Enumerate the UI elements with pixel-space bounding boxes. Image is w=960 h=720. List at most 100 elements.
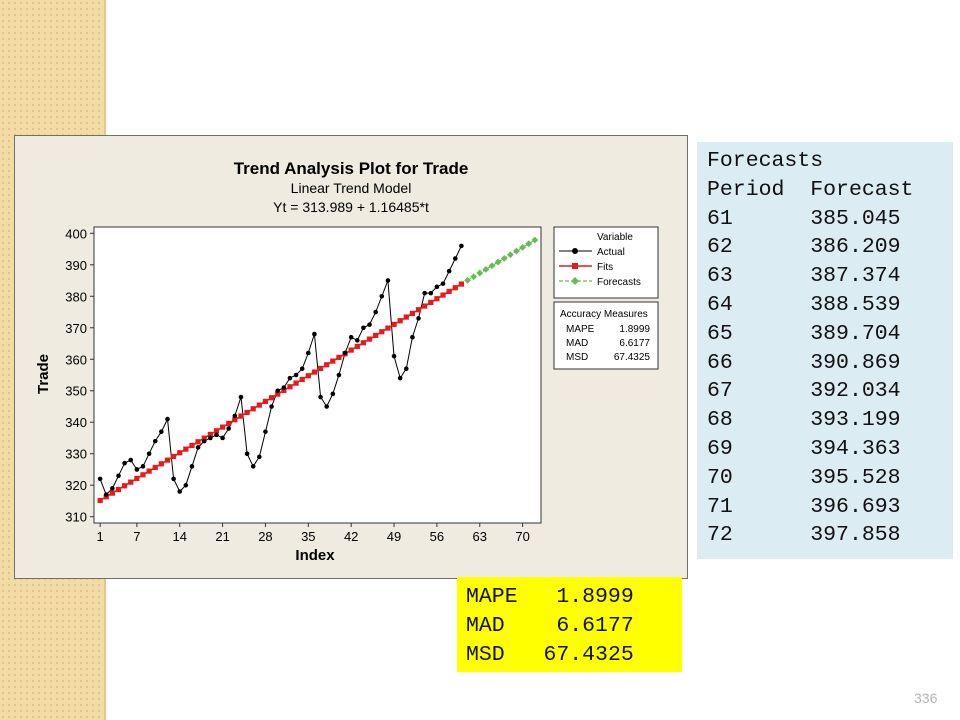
forecast-row: 67 392.034 [707,377,953,406]
fits-point [109,490,115,496]
x-tick-label: 63 [473,529,487,544]
accuracy-value: 6.6177 [556,614,634,638]
accuracy-legend-label: MSD [566,352,588,363]
forecast-value: 389.704 [810,321,901,346]
forecast-point [519,243,527,251]
forecast-row: 68 393.199 [707,406,953,435]
forecast-rows: 61 385.045 62 386.209 63 387.374 64 388.539… [707,205,953,551]
fits-point [391,321,397,328]
fits-point [317,365,324,372]
accuracy-value: 1.8999 [556,585,634,609]
x-tick-label: 1 [97,529,104,544]
actual-point [250,464,256,469]
fits-point [434,296,440,302]
forecast-row: 70 395.528 [707,464,953,493]
actual-point [140,464,146,469]
trend-chart: Trend Analysis Plot for Trade Linear Tre… [35,159,659,564]
accuracy-label: MAPE [466,585,518,609]
accuracy-legend-title: Accuracy Measures [560,309,648,320]
accuracy-summary-box: MAPE 1.8999 MAD 6.6177 MSD 67.4325 [457,577,682,672]
actual-point [385,278,391,283]
fits-point [354,343,360,350]
actual-point [238,394,244,400]
y-tick-label: 320 [65,478,87,493]
forecast-period: 72 [707,523,733,548]
actual-point [434,284,440,290]
fits-point [244,409,250,416]
actual-point [299,366,305,372]
fits-point [115,486,122,493]
forecasts-table: Forecasts Period Forecast 61 385.045 62 3… [697,142,953,559]
actual-point [152,438,158,444]
actual-point [287,375,293,381]
fits-point [219,424,226,430]
forecast-period: 67 [707,379,733,404]
forecast-point [531,236,539,244]
forecast-row: 71 396.693 [707,493,953,522]
forecast-value: 394.363 [810,436,901,461]
fits-point [385,325,391,331]
y-tick-label: 330 [65,447,87,462]
actual-point [263,429,268,434]
chart-subtitle: Linear Trend Model [291,180,412,196]
fits-point [213,428,220,434]
fits-point [409,310,416,317]
forecast-point [464,276,471,284]
actual-point [177,489,183,494]
y-tick-label: 340 [65,415,87,430]
fits-point [360,340,367,346]
x-tick-label: 7 [133,529,140,544]
actual-point [342,350,348,356]
y-tick-label: 350 [65,384,87,399]
chart-equation: Yt = 313.989 + 1.16485*t [273,199,429,215]
legend-box [553,226,659,299]
fits-point [379,329,385,335]
forecast-period: 68 [707,408,733,433]
forecast-point [494,258,502,266]
fits-point [152,464,158,471]
actual-point [324,404,329,409]
forecast-row: 69 394.363 [707,435,953,464]
x-tick-label: 35 [301,529,315,544]
accuracy-legend-label: MAD [566,338,588,349]
actual-point [379,293,385,299]
actual-point [275,388,280,394]
actual-point [220,435,225,441]
actual-point [214,432,219,438]
forecast-value: 385.045 [810,206,901,231]
trend-chart-frame: Trend Analysis Plot for Trade Linear Tre… [14,135,688,579]
fits-point [403,314,409,320]
forecast-period: 62 [707,235,733,260]
x-tick-label: 28 [258,529,272,544]
forecast-value: 390.869 [810,350,901,375]
forecast-value: 396.693 [810,494,901,519]
actual-point [281,385,287,390]
forecast-value: 388.539 [810,292,901,317]
forecast-period: 66 [707,350,733,375]
actual-point [348,334,354,340]
actual-point [403,366,409,372]
fits-point [311,369,318,375]
fits-point [373,332,379,339]
fits-point [189,442,195,449]
fits-point [446,288,452,294]
forecast-period: 71 [707,494,733,519]
actual-point [318,394,323,400]
forecast-value: 392.034 [810,379,901,404]
y-tick-label: 310 [65,510,87,525]
legend-actual-marker [572,248,578,254]
legend-title: Variable [597,232,633,243]
actual-point [397,375,403,381]
legend: Variable Actual Fits Forecasts [553,226,659,299]
fits-point [122,483,128,489]
fits-point [330,358,336,364]
fits-point [415,307,422,313]
actual-point [416,316,421,321]
actual-point [195,445,201,450]
chart-title: Trend Analysis Plot for Trade [234,159,469,178]
forecast-point [525,240,533,248]
fits-point [232,417,238,423]
actual-point [103,492,109,497]
forecast-row: 62 386.209 [707,233,953,262]
actual-point [361,325,366,331]
